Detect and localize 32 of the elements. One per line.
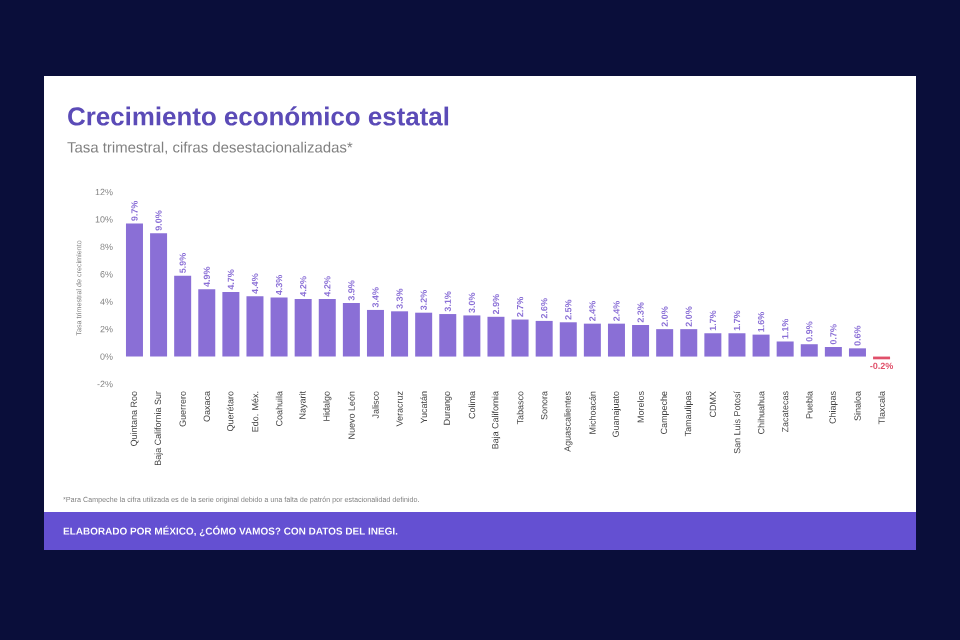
bar <box>728 333 746 357</box>
bar <box>415 312 433 357</box>
bar <box>270 297 288 357</box>
bar <box>583 323 601 357</box>
bar <box>848 348 866 357</box>
bar <box>824 346 842 357</box>
bar <box>535 320 553 357</box>
bar <box>776 341 794 357</box>
bar <box>125 223 143 357</box>
bar <box>632 325 650 357</box>
bar <box>391 311 409 357</box>
bar <box>680 329 698 357</box>
bar <box>342 303 360 357</box>
bar <box>174 275 192 357</box>
bar <box>222 292 240 357</box>
bar <box>463 315 481 357</box>
bar <box>704 333 722 357</box>
bar <box>318 298 336 357</box>
bar <box>511 319 529 357</box>
bar <box>752 334 770 357</box>
bar <box>607 323 625 357</box>
bar <box>366 309 384 357</box>
chart-title: Crecimiento económico estatal <box>68 106 449 126</box>
bar <box>656 329 674 357</box>
bar <box>439 314 457 357</box>
bar <box>246 296 264 357</box>
bar <box>487 316 505 357</box>
bar <box>198 289 216 357</box>
bar <box>294 298 312 357</box>
bar <box>150 233 168 357</box>
bar <box>800 344 818 357</box>
bar <box>559 322 577 357</box>
